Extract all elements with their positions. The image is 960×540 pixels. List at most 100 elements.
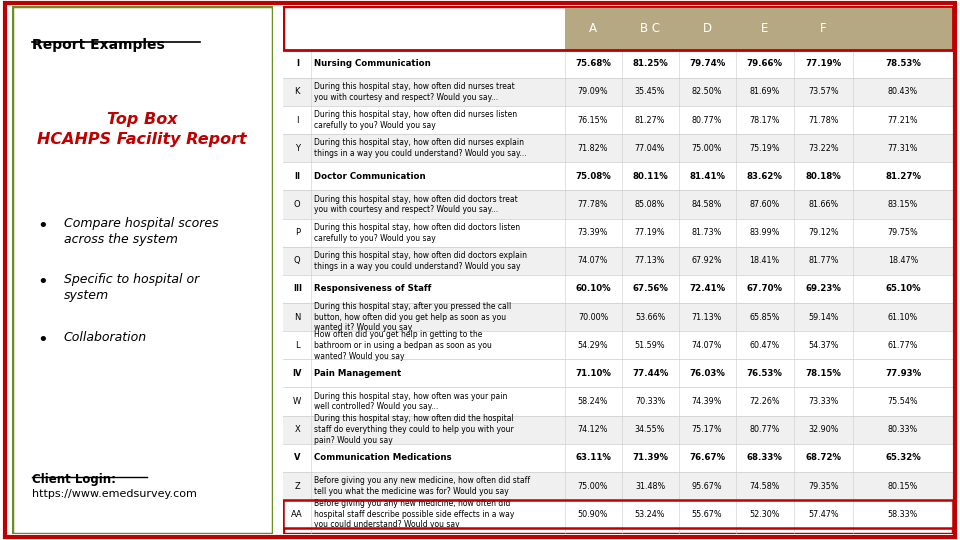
Text: 69.23%: 69.23% xyxy=(805,285,841,293)
Text: 77.78%: 77.78% xyxy=(578,200,609,209)
Text: 78.53%: 78.53% xyxy=(885,59,921,68)
Text: 18.41%: 18.41% xyxy=(750,256,780,265)
Text: 82.50%: 82.50% xyxy=(692,87,722,97)
Text: Compare hospital scores
across the system: Compare hospital scores across the syste… xyxy=(63,217,218,246)
Text: 80.43%: 80.43% xyxy=(888,87,918,97)
Text: 51.59%: 51.59% xyxy=(635,341,665,350)
Text: 54.29%: 54.29% xyxy=(578,341,609,350)
Text: 77.19%: 77.19% xyxy=(805,59,841,68)
Text: 18.47%: 18.47% xyxy=(888,256,918,265)
Text: Q: Q xyxy=(294,256,300,265)
Text: 75.54%: 75.54% xyxy=(888,397,919,406)
Text: I: I xyxy=(296,59,299,68)
Text: 74.39%: 74.39% xyxy=(692,397,722,406)
Text: Specific to hospital or
system: Specific to hospital or system xyxy=(63,273,199,302)
Text: 67.92%: 67.92% xyxy=(692,256,722,265)
Text: 74.58%: 74.58% xyxy=(750,482,780,490)
Text: 81.25%: 81.25% xyxy=(633,59,668,68)
Text: Z: Z xyxy=(295,482,300,490)
Text: 75.19%: 75.19% xyxy=(750,144,780,153)
Text: 76.53%: 76.53% xyxy=(747,369,782,378)
Bar xyxy=(283,500,953,528)
Text: L: L xyxy=(295,341,300,350)
Text: 34.55%: 34.55% xyxy=(635,425,665,434)
Text: During this hospital stay, how often did nurses explain
things in a way you coul: During this hospital stay, how often did… xyxy=(314,138,526,158)
Bar xyxy=(283,106,953,134)
Text: 81.27%: 81.27% xyxy=(635,116,665,125)
Text: 83.15%: 83.15% xyxy=(888,200,918,209)
Text: 54.37%: 54.37% xyxy=(808,341,838,350)
Text: 67.56%: 67.56% xyxy=(632,285,668,293)
Bar xyxy=(283,331,953,359)
Bar xyxy=(283,359,953,388)
Text: 71.13%: 71.13% xyxy=(692,313,722,322)
Text: 80.15%: 80.15% xyxy=(888,482,918,490)
Text: Y: Y xyxy=(295,144,300,153)
Text: V: V xyxy=(294,454,300,462)
Text: Nursing Communication: Nursing Communication xyxy=(314,59,431,68)
Bar xyxy=(283,134,953,163)
Bar xyxy=(283,163,953,191)
Text: 57.47%: 57.47% xyxy=(808,510,839,519)
Text: AA: AA xyxy=(292,510,303,519)
Text: 75.68%: 75.68% xyxy=(575,59,612,68)
Text: 75.00%: 75.00% xyxy=(578,482,609,490)
Text: 84.58%: 84.58% xyxy=(692,200,722,209)
Text: 83.99%: 83.99% xyxy=(750,228,780,237)
Text: 81.66%: 81.66% xyxy=(808,200,838,209)
Text: 73.39%: 73.39% xyxy=(578,228,609,237)
Text: 60.47%: 60.47% xyxy=(750,341,780,350)
Text: Pain Management: Pain Management xyxy=(314,369,401,378)
Text: 61.10%: 61.10% xyxy=(888,313,918,322)
Text: 35.45%: 35.45% xyxy=(635,87,665,97)
Text: 58.24%: 58.24% xyxy=(578,397,609,406)
Text: 75.17%: 75.17% xyxy=(692,425,722,434)
Text: 79.75%: 79.75% xyxy=(888,228,919,237)
Text: N: N xyxy=(294,313,300,322)
Text: 60.10%: 60.10% xyxy=(575,285,611,293)
Text: 76.15%: 76.15% xyxy=(578,116,609,125)
Text: 53.66%: 53.66% xyxy=(635,313,665,322)
Text: 79.09%: 79.09% xyxy=(578,87,609,97)
Text: 71.39%: 71.39% xyxy=(632,454,668,462)
Text: 70.33%: 70.33% xyxy=(635,397,665,406)
Text: 81.27%: 81.27% xyxy=(885,172,921,181)
Text: During this hospital stay, how often did nurses treat
you with courtesy and resp: During this hospital stay, how often did… xyxy=(314,82,515,102)
Text: 81.69%: 81.69% xyxy=(750,87,780,97)
Text: A: A xyxy=(589,22,597,35)
Text: 79.35%: 79.35% xyxy=(808,482,839,490)
Text: 52.30%: 52.30% xyxy=(750,510,780,519)
Text: 50.90%: 50.90% xyxy=(578,510,609,519)
Text: 58.33%: 58.33% xyxy=(888,510,918,519)
Text: •: • xyxy=(37,273,48,291)
Text: 77.44%: 77.44% xyxy=(632,369,668,378)
Text: 77.04%: 77.04% xyxy=(635,144,665,153)
Text: F: F xyxy=(820,22,827,35)
FancyBboxPatch shape xyxy=(283,6,953,534)
Text: 80.18%: 80.18% xyxy=(805,172,841,181)
Text: 75.08%: 75.08% xyxy=(575,172,611,181)
Text: D: D xyxy=(703,22,711,35)
Text: 79.12%: 79.12% xyxy=(808,228,839,237)
Text: 80.77%: 80.77% xyxy=(692,116,722,125)
Text: II: II xyxy=(295,172,300,181)
Text: 73.22%: 73.22% xyxy=(808,144,839,153)
Text: During this hospital stay, how often did nurses listen
carefully to you? Would y: During this hospital stay, how often did… xyxy=(314,110,517,130)
Bar xyxy=(283,191,953,219)
Bar xyxy=(283,444,953,472)
Text: Before giving you any new medicine, how often did
hospital staff describe possib: Before giving you any new medicine, how … xyxy=(314,499,515,529)
Text: Before giving you any new medicine, how often did staff
tell you what the medici: Before giving you any new medicine, how … xyxy=(314,476,530,496)
Text: X: X xyxy=(295,425,300,434)
Text: 31.48%: 31.48% xyxy=(635,482,665,490)
Text: 68.33%: 68.33% xyxy=(747,454,782,462)
Text: 77.13%: 77.13% xyxy=(635,256,665,265)
Bar xyxy=(283,247,953,275)
Text: How often did you get help in getting to the
bathroom or in using a bedpan as so: How often did you get help in getting to… xyxy=(314,330,492,361)
Text: 72.26%: 72.26% xyxy=(750,397,780,406)
Bar xyxy=(283,303,953,331)
Text: K: K xyxy=(295,87,300,97)
Text: 80.11%: 80.11% xyxy=(633,172,668,181)
Text: 74.07%: 74.07% xyxy=(692,341,722,350)
Text: 72.41%: 72.41% xyxy=(689,285,725,293)
Text: III: III xyxy=(293,285,301,293)
